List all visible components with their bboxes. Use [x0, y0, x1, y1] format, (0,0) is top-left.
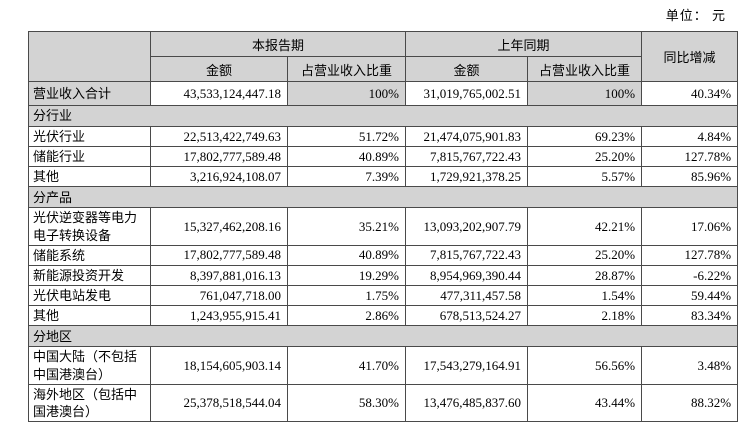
table-row-overseas-region: 海外地区（包括中 国港澳台） 25,378,518,544.04 58.30% 13,…	[28, 383, 739, 422]
current-share-header: 占营业收入比重	[286, 56, 407, 82]
table-row-pv-inverter-equipment: 光伏逆变器等电力 电子转换设备 15,327,462,208.16 35.21% 13…	[28, 207, 739, 246]
yoy-value-new-energy-investment: -6.22%	[641, 264, 739, 287]
prior-share-pv-inverter-equipment: 42.21%	[527, 207, 643, 246]
yoy-change-header: 同比增减	[641, 31, 739, 82]
table-row-other-products: 其他 1,243,955,915.41 2.86% 678,513,524.27 2.1…	[28, 305, 739, 327]
current-amount-pv-inverter-equipment: 15,327,462,208.16	[150, 207, 288, 246]
row-label-other-industry: 其他	[28, 166, 151, 188]
prior-amount-pv-industry: 21,474,075,901.83	[405, 125, 529, 148]
prior-share-new-energy-investment: 28.87%	[527, 264, 643, 287]
row-label-pv-power-generation: 光伏电站发电	[28, 285, 151, 307]
prior-period-header: 上年同期	[405, 31, 643, 57]
current-amount-pv-power-generation: 761,047,718.00	[150, 285, 288, 307]
current-share-new-energy-investment: 19.29%	[286, 264, 407, 287]
section-row-by-industry: 分行业	[27, 105, 739, 127]
table-row-pv-industry: 光伏行业 22,513,422,749.63 51.72% 21,474,075,90…	[28, 125, 739, 148]
yoy-value-other-products: 83.34%	[641, 305, 739, 327]
prior-share-overseas-region: 43.44%	[527, 383, 643, 422]
current-amount-other-products: 1,243,955,915.41	[150, 305, 288, 327]
current-share-other-industry: 7.39%	[286, 166, 407, 188]
current-share-storage-industry: 40.89%	[286, 146, 407, 168]
current-share-pv-industry: 51.72%	[286, 125, 407, 148]
prior-share-storage-industry: 25.20%	[527, 146, 643, 168]
prior-amount-storage-systems: 7,815,767,722.43	[405, 244, 529, 266]
table-row-storage-systems: 储能系统 17,802,777,589.48 40.89% 7,815,767,722…	[28, 244, 739, 266]
current-share-overseas-region: 58.30%	[286, 383, 407, 422]
current-amount-other-industry: 3,216,924,108.07	[150, 166, 288, 188]
row-label-overseas-region: 海外地区（包括中 国港澳台）	[28, 383, 151, 422]
current-share-pv-power-generation: 1.75%	[286, 285, 407, 307]
current-amount-pv-industry: 22,513,422,749.63	[150, 125, 288, 148]
row-label-storage-industry: 储能行业	[28, 146, 151, 168]
revenue-breakdown-table: 本报告期 上年同期 同比增减 金额 占营业收入比重 金额 占营业收入比重 营业收…	[27, 31, 739, 422]
prior-amount-new-energy-investment: 8,954,969,390.44	[405, 264, 529, 287]
table-header: 本报告期 上年同期 同比增减 金额 占营业收入比重 金额 占营业收入比重	[28, 31, 739, 82]
prior-amount-pv-power-generation: 477,311,457.58	[405, 285, 529, 307]
prior-share-other-products: 2.18%	[527, 305, 643, 327]
current-amount-mainland-china: 18,154,605,903.14	[150, 346, 288, 385]
prior-amount-pv-inverter-equipment: 13,093,202,907.79	[405, 207, 529, 246]
prior-amount-total-revenue: 31,019,765,002.51	[405, 81, 529, 106]
yoy-value-pv-inverter-equipment: 17.06%	[641, 207, 739, 246]
current-share-pv-inverter-equipment: 35.21%	[286, 207, 407, 246]
prior-share-pv-industry: 69.23%	[527, 125, 643, 148]
yoy-value-mainland-china: 3.48%	[641, 346, 739, 385]
prior-amount-mainland-china: 17,543,279,164.91	[405, 346, 529, 385]
current-share-total-revenue: 100%	[286, 81, 407, 106]
prior-share-other-industry: 5.57%	[527, 166, 643, 188]
table-body: 营业收入合计 43,533,124,447.18 100% 31,019,765,00…	[27, 81, 739, 422]
prior-amount-other-products: 678,513,524.27	[405, 305, 529, 327]
current-share-other-products: 2.86%	[286, 305, 407, 327]
section-label-by-product: 分产品	[27, 186, 739, 209]
current-amount-total-revenue: 43,533,124,447.18	[150, 81, 288, 106]
current-period-header: 本报告期	[149, 31, 407, 57]
empty-corner-cell	[28, 31, 151, 82]
table-row-total-revenue: 营业收入合计 43,533,124,447.18 100% 31,019,765,00…	[28, 81, 739, 106]
table-row-mainland-china: 中国大陆（不包括 中国港澳台） 18,154,605,903.14 41.70% 17…	[28, 346, 739, 385]
prior-share-header: 占营业收入比重	[527, 56, 643, 82]
row-label-pv-inverter-equipment: 光伏逆变器等电力 电子转换设备	[28, 207, 151, 246]
prior-share-total-revenue: 100%	[527, 81, 643, 106]
row-label-storage-systems: 储能系统	[28, 244, 151, 266]
table-row-storage-industry: 储能行业 17,802,777,589.48 40.89% 7,815,767,722…	[28, 146, 739, 168]
yoy-value-total-revenue: 40.34%	[641, 81, 739, 106]
current-amount-storage-industry: 17,802,777,589.48	[150, 146, 288, 168]
prior-amount-overseas-region: 13,476,485,837.60	[405, 383, 529, 422]
yoy-value-pv-power-generation: 59.44%	[641, 285, 739, 307]
section-row-by-product: 分产品	[27, 186, 739, 209]
current-amount-new-energy-investment: 8,397,881,016.13	[150, 264, 288, 287]
prior-amount-other-industry: 1,729,921,378.25	[405, 166, 529, 188]
header-row-metrics: 金额 占营业收入比重 金额 占营业收入比重	[29, 56, 738, 82]
prior-amount-header: 金额	[405, 56, 529, 82]
row-label-mainland-china: 中国大陆（不包括 中国港澳台）	[28, 346, 151, 385]
section-label-by-industry: 分行业	[27, 105, 739, 127]
section-label-by-region: 分地区	[27, 325, 739, 348]
prior-share-pv-power-generation: 1.54%	[527, 285, 643, 307]
prior-share-storage-systems: 25.20%	[527, 244, 643, 266]
row-label-total-revenue: 营业收入合计	[28, 81, 151, 106]
current-share-storage-systems: 40.89%	[286, 244, 407, 266]
yoy-value-overseas-region: 88.32%	[641, 383, 739, 422]
current-amount-storage-systems: 17,802,777,589.48	[150, 244, 288, 266]
yoy-value-storage-industry: 127.78%	[641, 146, 739, 168]
yoy-value-other-industry: 85.96%	[641, 166, 739, 188]
yoy-value-pv-industry: 4.84%	[641, 125, 739, 148]
yoy-value-storage-systems: 127.78%	[641, 244, 739, 266]
current-amount-overseas-region: 25,378,518,544.04	[150, 383, 288, 422]
unit-label: 单位： 元	[665, 8, 726, 23]
table-row-other-industry: 其他 3,216,924,108.07 7.39% 1,729,921,378.25 5…	[28, 166, 739, 188]
current-amount-header: 金额	[150, 56, 288, 82]
current-share-mainland-china: 41.70%	[286, 346, 407, 385]
row-label-new-energy-investment: 新能源投资开发	[28, 264, 151, 287]
row-label-other-products: 其他	[28, 305, 151, 327]
header-row-periods: 本报告期 上年同期 同比增减	[28, 31, 739, 82]
table-row-new-energy-investment: 新能源投资开发 8,397,881,016.13 19.29% 8,954,969,3…	[28, 264, 739, 287]
section-row-by-region: 分地区	[27, 325, 739, 348]
prior-amount-storage-industry: 7,815,767,722.43	[405, 146, 529, 168]
prior-share-mainland-china: 56.56%	[527, 346, 643, 385]
table-row-pv-power-generation: 光伏电站发电 761,047,718.00 1.75% 477,311,457.58 1…	[28, 285, 739, 307]
row-label-pv-industry: 光伏行业	[28, 125, 151, 148]
